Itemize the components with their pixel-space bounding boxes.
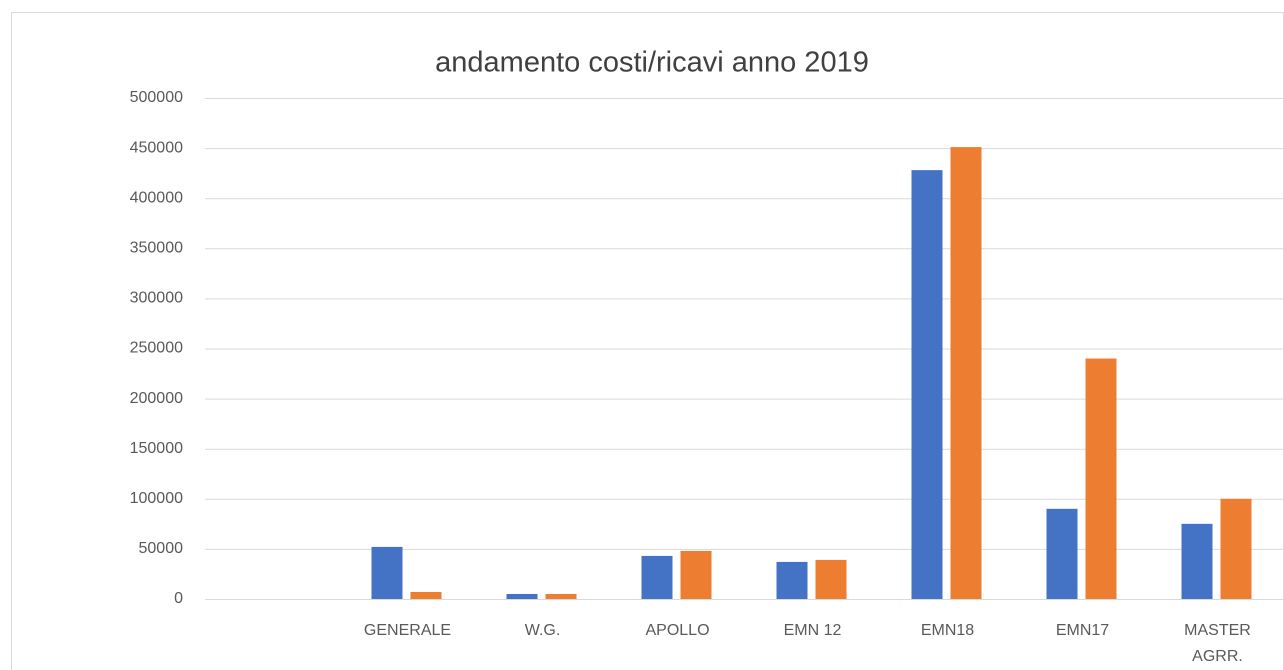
bar: [815, 559, 847, 599]
x-tick-label: EMN 12: [784, 622, 842, 639]
y-tick-label: 200000: [130, 390, 183, 407]
bar: [950, 147, 982, 599]
y-tick-label: 450000: [130, 139, 183, 156]
y-tick-label: 250000: [130, 340, 183, 357]
y-tick-label: 150000: [130, 440, 183, 457]
bar: [911, 170, 943, 600]
y-tick-label: 0: [174, 590, 183, 607]
y-tick-label: 400000: [130, 189, 183, 206]
x-tick-label: GENERALE: [364, 622, 451, 639]
bar: [680, 550, 712, 599]
bar: [1046, 508, 1078, 599]
y-tick-label: 100000: [130, 490, 183, 507]
bar: [1181, 523, 1213, 599]
bar: [1085, 358, 1117, 599]
bar: [410, 591, 442, 599]
bar: [506, 593, 538, 599]
bar: [545, 593, 577, 599]
y-tick-label: 350000: [130, 240, 183, 257]
y-tick-label: 500000: [130, 89, 183, 106]
y-tick-label: 300000: [130, 290, 183, 307]
x-tick-label: MASTER AGRR.: [1184, 622, 1251, 665]
bar: [776, 561, 808, 599]
bar: [1220, 498, 1252, 599]
chart-title: andamento costi/ricavi anno 2019: [435, 47, 869, 79]
x-tick-label: W.G.: [525, 622, 561, 639]
x-tick-label: EMN18: [921, 622, 974, 639]
y-tick-label: 50000: [139, 540, 184, 557]
x-tick-label: APOLLO: [645, 622, 709, 639]
bar: [641, 555, 673, 599]
bar: [371, 546, 403, 599]
x-tick-label: EMN17: [1056, 622, 1109, 639]
